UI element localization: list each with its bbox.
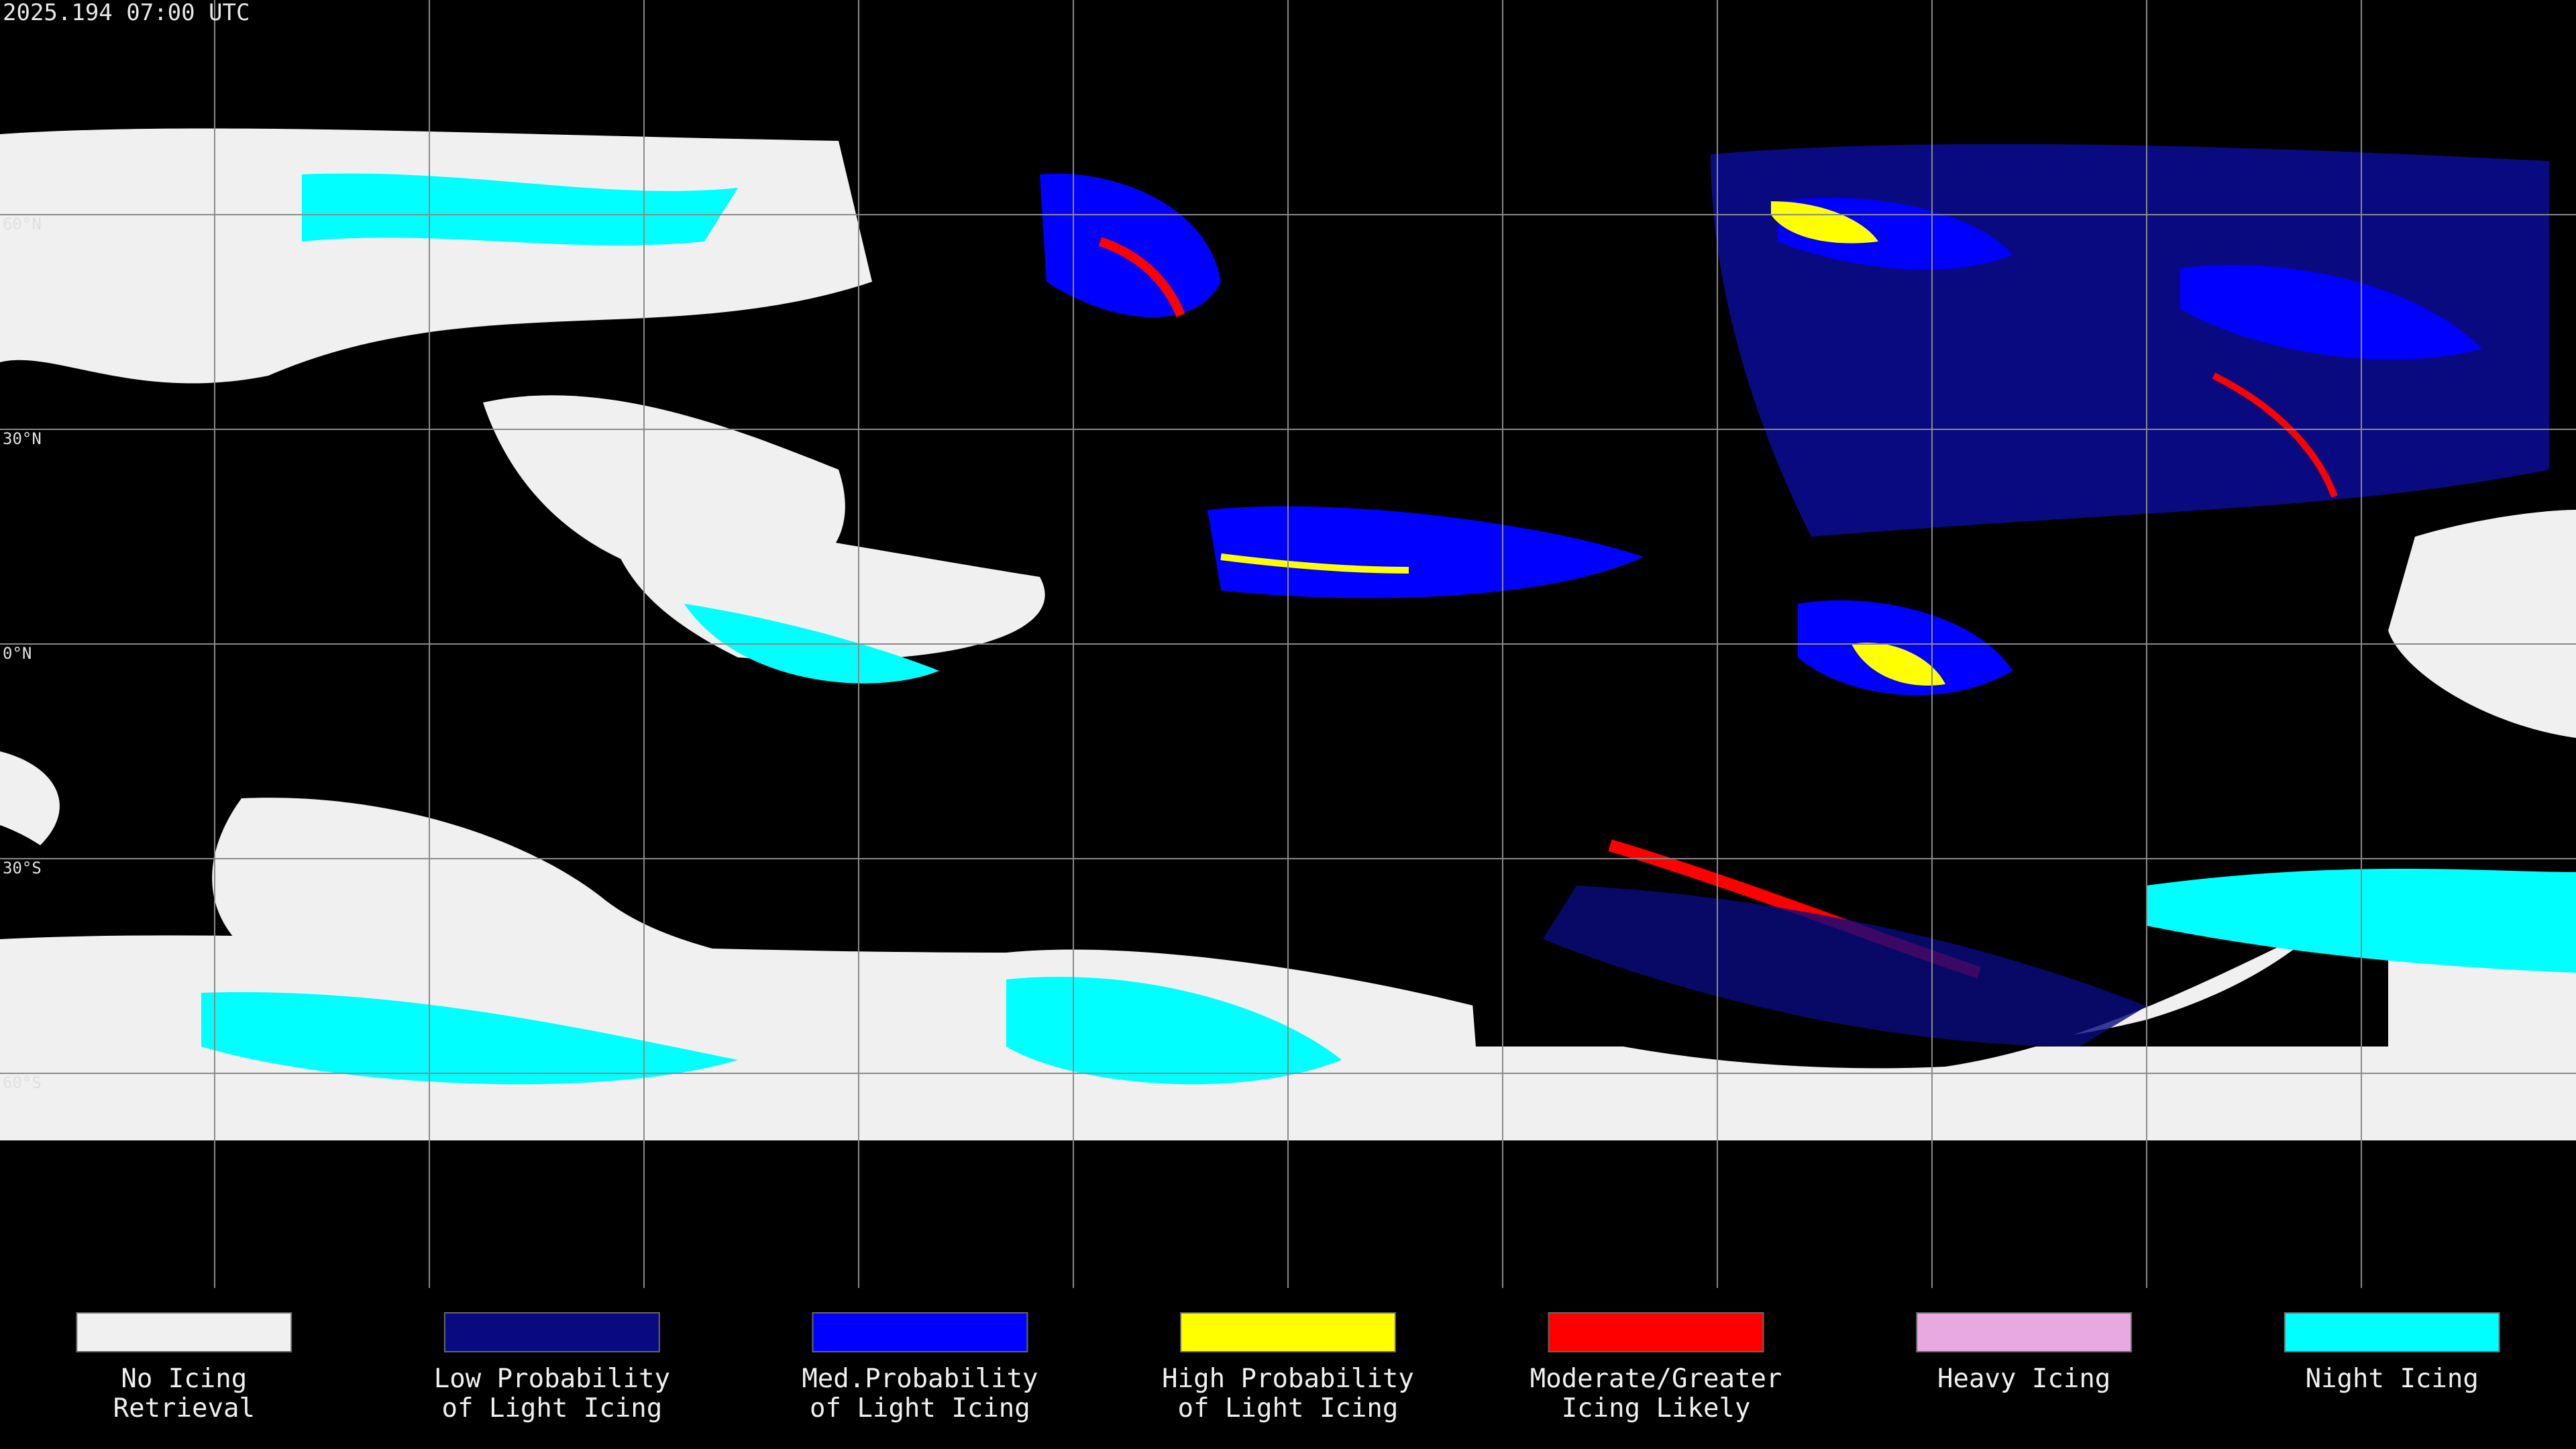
icing-patch [1543,885,2147,1046]
legend-swatch [76,1312,292,1352]
legend-swatch [1548,1312,1764,1352]
icing-patch [1098,237,1185,317]
icing-patch [1798,600,2012,696]
timestamp: 2025.194 07:00 UTC [3,0,250,26]
latitude-label: 60°N [3,215,42,233]
icing-patch [2180,265,2482,360]
cloud-patch [302,173,738,246]
cloud-patch [0,751,60,845]
legend-label: Retrieval [113,1393,255,1424]
latitude-label: 60°S [3,1073,42,1092]
icing-patch [2212,372,2338,498]
legend-swatch [1180,1312,1396,1352]
legend-swatch [812,1312,1028,1352]
legend-label: High Probability [1162,1364,1414,1394]
latitude-label: 30°S [3,859,42,877]
terminator-region [1462,845,2388,1046]
cloud-patch [201,992,738,1085]
legend-label: Moderate/Greater [1530,1364,1782,1394]
icing-patch [1851,643,1945,686]
latitude-label: 30°N [3,429,42,448]
legend-label: Heavy Icing [1937,1364,2110,1394]
legend-label: Icing Likely [1562,1393,1751,1424]
cloud-patch [1006,977,1342,1085]
legend-label: No Icing [121,1364,247,1394]
icing-patch [1208,506,1644,598]
icing-patch [1220,553,1409,574]
legend-swatch [2284,1312,2500,1352]
legend-label: Med.Probability [802,1364,1038,1394]
legend-swatch [443,1312,660,1352]
cloud-patch [2388,510,2576,738]
graticule [0,0,2576,1288]
legend-label: Low Probability [434,1364,670,1394]
legend-label: Night Icing [2306,1364,2479,1394]
latitude-label: 0°N [3,644,32,663]
icing-patch [1771,201,1878,244]
latitude-labels: 60°N 30°N 0°N 30°S 60°S [3,215,42,1092]
legend-label: of Light Icing [810,1393,1030,1424]
legend-swatch [1916,1312,2133,1352]
legend-label: of Light Icing [441,1393,662,1424]
legend-label: of Light Icing [1178,1393,1399,1424]
icing-patch [1040,173,1221,317]
